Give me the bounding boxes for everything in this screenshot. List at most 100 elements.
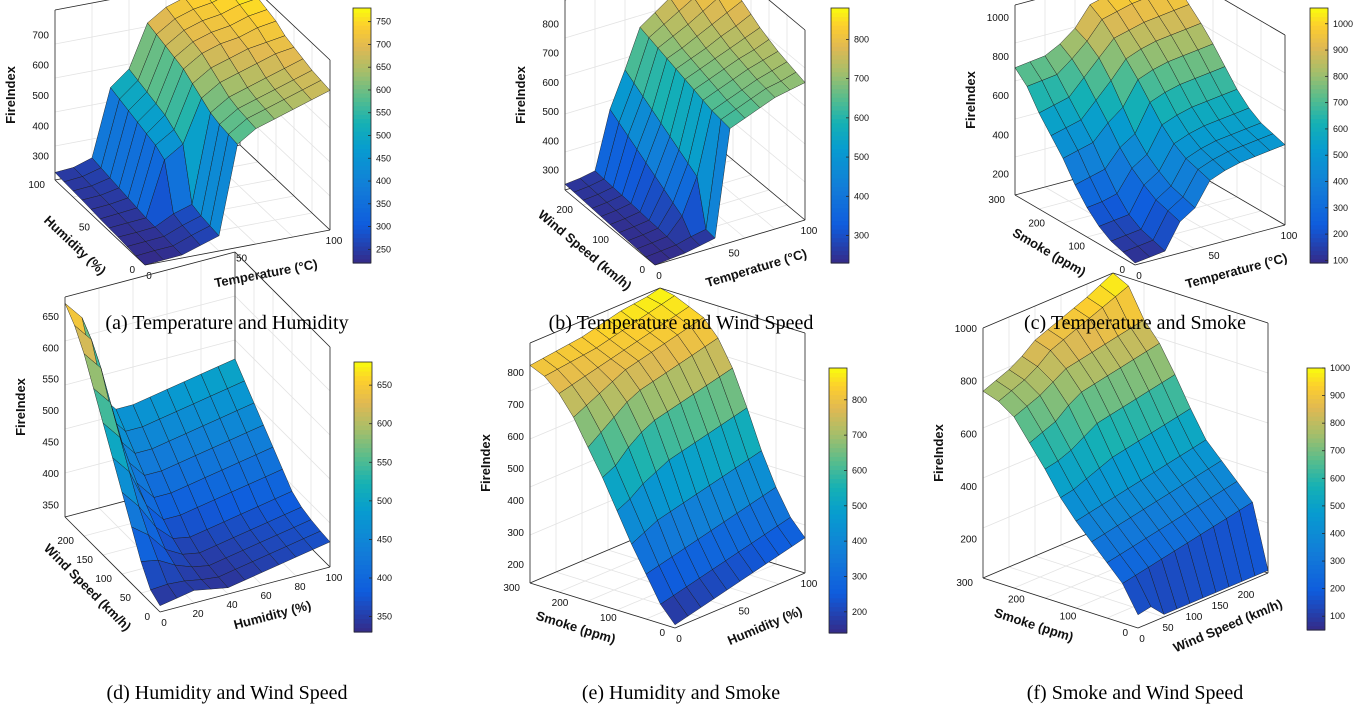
z-tick-label: 700 bbox=[32, 30, 49, 41]
colorbar-tick-label: 300 bbox=[1333, 203, 1348, 213]
colorbar-tick-label: 600 bbox=[376, 85, 391, 95]
surface-f bbox=[982, 272, 1269, 616]
colorbar-tick-label: 400 bbox=[1333, 177, 1348, 187]
colorbar-tick-label: 700 bbox=[854, 74, 869, 84]
colorbar-tick-label: 650 bbox=[376, 62, 391, 72]
colorbar-tick-label: 1000 bbox=[1330, 363, 1350, 373]
colorbar-tick-label: 750 bbox=[376, 17, 391, 27]
z-tick-label: 600 bbox=[542, 78, 559, 89]
colorbar-tick-label: 350 bbox=[377, 612, 392, 622]
x-tick-label: 50 bbox=[738, 607, 750, 618]
y-tick-label: 300 bbox=[988, 195, 1005, 206]
x-tick-label: 60 bbox=[260, 591, 272, 602]
surface-cell bbox=[1239, 501, 1269, 577]
z-tick-label: 500 bbox=[542, 107, 559, 118]
z-tick-label: 300 bbox=[542, 166, 559, 177]
z-tick-label: 500 bbox=[507, 464, 524, 475]
z-tick-label: 1000 bbox=[987, 13, 1010, 24]
caption-f: (f) Smoke and Wind Speed bbox=[1026, 682, 1244, 704]
x-axis-label: Humidity (%) bbox=[725, 603, 804, 648]
z-tick-label: 600 bbox=[960, 429, 977, 440]
colorbar-tick-label: 500 bbox=[376, 131, 391, 141]
z-tick-label: 500 bbox=[42, 406, 59, 417]
z-axis-label: FireIndex bbox=[13, 377, 28, 436]
x-tick-label: 50 bbox=[1162, 623, 1174, 634]
surface-cell bbox=[302, 79, 331, 101]
x-tick-label: 0 bbox=[656, 271, 662, 282]
caption-d: (d) Humidity and Wind Speed bbox=[106, 682, 348, 704]
colorbar-tick-label: 800 bbox=[854, 34, 869, 44]
surface-d bbox=[64, 303, 331, 607]
surface-c bbox=[1014, 0, 1286, 264]
colorbar-tick-label: 800 bbox=[852, 395, 867, 405]
colorbar-tick-label: 400 bbox=[376, 176, 391, 186]
colorbar-f: 100 200 300 400 500 600 700 800 900 1000 bbox=[1306, 363, 1350, 631]
y-tick-label: 100 bbox=[95, 574, 112, 585]
caption-e: (e) Humidity and Smoke bbox=[581, 682, 781, 704]
colorbar-tick-label: 500 bbox=[852, 501, 867, 511]
x-tick-label: 0 bbox=[676, 634, 682, 645]
z-tick-label: 500 bbox=[32, 91, 49, 102]
z-tick-label: 700 bbox=[507, 400, 524, 411]
surface-cell bbox=[1128, 0, 1142, 4]
panel-b: 0 50 100 0 100 200 300 400 500 600 700 800 Temperatu… bbox=[513, 0, 869, 293]
colorbar-tick-label: 200 bbox=[1330, 584, 1345, 594]
x-tick-label: 200 bbox=[1238, 590, 1255, 601]
z-tick-label: 600 bbox=[507, 432, 524, 443]
x-tick-label: 0 bbox=[1139, 634, 1145, 645]
surface-cell bbox=[303, 530, 331, 550]
y-tick-label: 100 bbox=[600, 613, 617, 624]
z-tick-label: 800 bbox=[507, 368, 524, 379]
colorbar-tick-label: 200 bbox=[852, 607, 867, 617]
z-tick-label: 200 bbox=[960, 535, 977, 546]
colorbar-tick-label: 700 bbox=[1333, 98, 1348, 108]
x-tick-label: 100 bbox=[1281, 231, 1298, 242]
x-tick-label: 100 bbox=[1186, 612, 1203, 623]
x-tick-label: 100 bbox=[801, 226, 818, 237]
panel-e: 0 50 100 0 100 200 300 200 300 400 500 600 700 800 Hum… bbox=[478, 287, 867, 648]
x-tick-label: 100 bbox=[326, 573, 343, 584]
y-tick-label: 0 bbox=[1122, 628, 1128, 639]
z-tick-label: 650 bbox=[42, 312, 59, 323]
colorbar-tick-label: 600 bbox=[1333, 124, 1348, 134]
surface-e bbox=[529, 287, 806, 626]
z-tick-label: 200 bbox=[507, 560, 524, 571]
colorbar-tick-label: 600 bbox=[377, 419, 392, 429]
x-tick-label: 100 bbox=[801, 579, 818, 590]
z-tick-label: 400 bbox=[992, 130, 1009, 141]
x-tick-label: 80 bbox=[294, 582, 306, 593]
x-tick-label: 50 bbox=[728, 249, 740, 260]
y-tick-label: 50 bbox=[79, 223, 91, 234]
colorbar-tick-label: 600 bbox=[1330, 473, 1345, 483]
colorbar-tick-label: 900 bbox=[1330, 391, 1345, 401]
panel-d: 0204060801000501001502003504004505005506… bbox=[13, 251, 392, 634]
y-tick-label: 50 bbox=[120, 593, 132, 604]
z-tick-label: 800 bbox=[542, 19, 559, 30]
z-tick-label: 350 bbox=[42, 500, 59, 511]
y-tick-label: 0 bbox=[129, 265, 135, 276]
y-tick-label: 100 bbox=[1068, 242, 1085, 253]
colorbar-tick-label: 400 bbox=[1330, 528, 1345, 538]
colorbar-tick-label: 700 bbox=[1330, 446, 1345, 456]
x-tick-label: 0 bbox=[1136, 271, 1142, 282]
colorbar-tick-label: 900 bbox=[1333, 45, 1348, 55]
x-axis-label: Temperature (°C) bbox=[704, 246, 809, 290]
z-tick-label: 400 bbox=[32, 121, 49, 132]
y-tick-label: 200 bbox=[1008, 595, 1025, 606]
y-tick-label: 0 bbox=[1119, 265, 1125, 276]
y-tick-label: 100 bbox=[28, 180, 45, 191]
x-tick-label: 40 bbox=[226, 600, 238, 611]
z-axis-label: FireIndex bbox=[931, 423, 946, 482]
z-axis-label: FireIndex bbox=[3, 65, 18, 124]
x-axis-label: Temperature (°C) bbox=[213, 256, 319, 290]
z-tick-label: 400 bbox=[960, 482, 977, 493]
caption-b: (b) Temperature and Wind Speed bbox=[548, 312, 814, 334]
y-tick-label: 100 bbox=[1060, 611, 1077, 622]
colorbar-tick-label: 800 bbox=[1330, 418, 1345, 428]
y-tick-label: 200 bbox=[556, 205, 573, 216]
y-tick-label: 0 bbox=[144, 612, 150, 623]
x-tick-label: 50 bbox=[1208, 251, 1220, 262]
z-tick-label: 600 bbox=[32, 61, 49, 72]
z-tick-label: 300 bbox=[507, 528, 524, 539]
